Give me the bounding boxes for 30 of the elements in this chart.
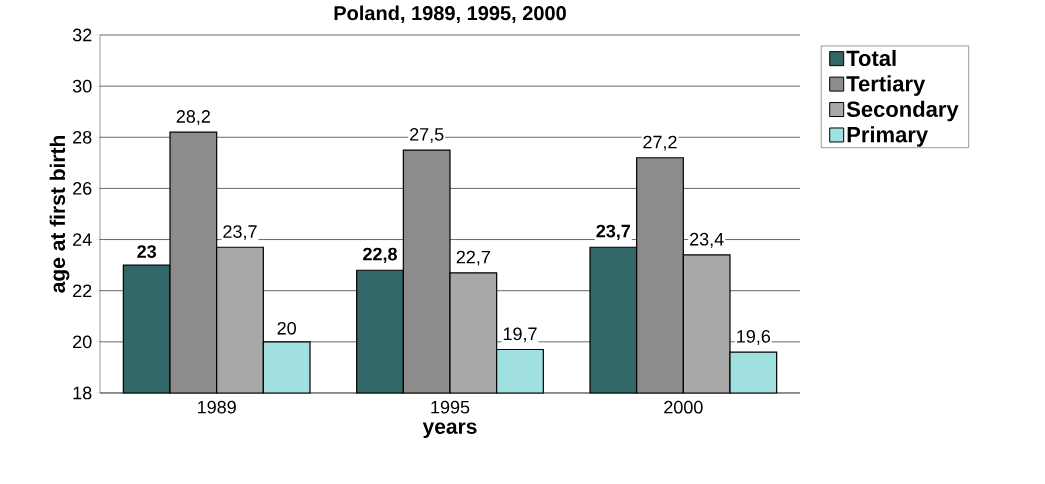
data-label: 22,8 xyxy=(363,247,397,264)
data-label: 28,2 xyxy=(176,110,210,125)
y-axis-title: age at first birth xyxy=(49,135,70,293)
legend-label: Tertiary xyxy=(846,75,926,96)
y-tick-label: 30 xyxy=(72,79,92,93)
x-axis-title: years xyxy=(422,422,477,439)
data-label: 23,7 xyxy=(596,224,631,241)
data-label: 27,2 xyxy=(643,135,677,151)
data-label: 23,7 xyxy=(223,225,257,241)
data-label: 27,5 xyxy=(410,127,444,143)
data-label: 19,7 xyxy=(503,327,537,343)
y-tick-label: 20 xyxy=(73,335,92,349)
x-tick-label: 1989 xyxy=(198,400,236,414)
x-tick-label: 2000 xyxy=(664,400,703,414)
legend-label: Secondary xyxy=(846,100,959,122)
x-tick-label: 1995 xyxy=(431,400,470,414)
y-tick-label: 24 xyxy=(73,233,92,246)
data-label: 22,7 xyxy=(456,250,490,266)
y-tick-label: 26 xyxy=(73,182,92,195)
y-tick-label: 28 xyxy=(73,130,92,144)
data-label: 20 xyxy=(277,321,296,335)
y-tick-label: 18 xyxy=(73,386,92,400)
legend-label: Total xyxy=(846,49,896,67)
data-label: 23,4 xyxy=(690,232,724,248)
chart-title: Poland, 1989, 1995, 2000 xyxy=(334,5,566,24)
data-label: 19,6 xyxy=(737,329,771,345)
y-tick-label: 32 xyxy=(72,28,92,42)
data-label: 23 xyxy=(137,245,157,258)
y-tick-label: 22 xyxy=(73,284,92,297)
legend-label: Primary xyxy=(847,126,929,147)
